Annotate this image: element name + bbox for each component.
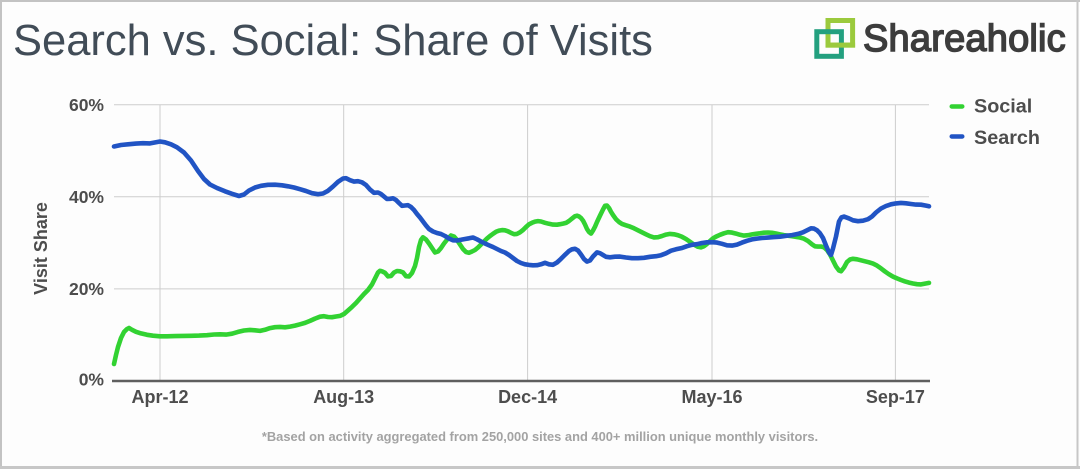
svg-text:May-16: May-16 (681, 387, 742, 407)
svg-text:20%: 20% (69, 279, 104, 299)
svg-text:Aug-13: Aug-13 (313, 387, 374, 407)
svg-text:Social: Social (974, 96, 1032, 118)
svg-text:Dec-14: Dec-14 (498, 387, 557, 407)
svg-text:0%: 0% (79, 369, 105, 389)
svg-text:Sep-17: Sep-17 (866, 387, 925, 407)
svg-text:Shareaholic: Shareaholic (863, 18, 1066, 60)
svg-text:60%: 60% (69, 95, 104, 115)
svg-text:Search: Search (974, 127, 1040, 149)
svg-text:Search vs. Social: Share of Vi: Search vs. Social: Share of Visits (13, 17, 653, 65)
svg-text:40%: 40% (69, 187, 104, 207)
svg-text:Visit Share: Visit Share (31, 202, 51, 295)
svg-text:*Based on activity aggregated: *Based on activity aggregated from 250,0… (262, 429, 818, 444)
svg-text:Apr-12: Apr-12 (131, 387, 188, 407)
